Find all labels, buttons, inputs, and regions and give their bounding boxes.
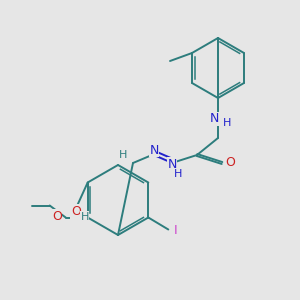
Text: O: O	[225, 155, 235, 169]
Text: H: H	[223, 118, 231, 128]
Text: H: H	[80, 212, 89, 221]
Text: I: I	[173, 224, 177, 237]
Text: H: H	[119, 150, 127, 160]
Text: N: N	[167, 158, 177, 170]
Text: H: H	[174, 169, 182, 179]
Text: N: N	[149, 143, 159, 157]
Text: O: O	[71, 205, 81, 218]
Text: O: O	[52, 210, 62, 223]
Text: N: N	[209, 112, 219, 125]
